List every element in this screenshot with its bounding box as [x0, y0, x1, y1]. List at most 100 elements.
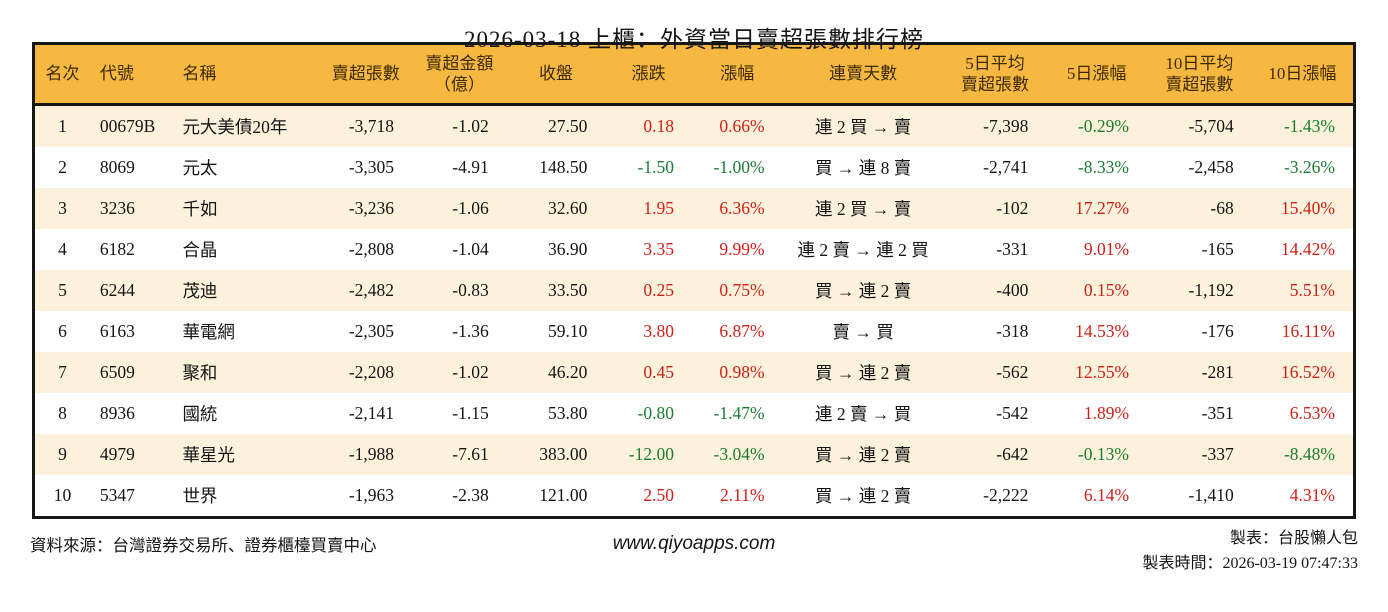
sell-volume-cell: -1,963: [348, 485, 395, 505]
avg10-cell: -1,192: [1188, 280, 1234, 300]
avg10-cell: -176: [1201, 321, 1234, 341]
change-cell: 2.50: [643, 485, 674, 505]
sell-amount-cell: -2.38: [452, 485, 489, 505]
ranking-table: 名次 代號 名稱 賣超張數 賣超金額 （億） 收盤 漲跌 漲幅 連賣天數 5日平…: [32, 42, 1356, 519]
table-row: 6 6163 華電網 -2,305 -1.36 59.10 3.80 6.87% 賣 → 買 -3…: [33, 311, 1355, 352]
sell-amount-cell: -1.06: [452, 198, 489, 218]
streak-cell: 連 2 賣 → 買: [814, 404, 912, 424]
change-pct-cell: 0.75%: [719, 280, 765, 300]
change-cell: 3.80: [643, 321, 674, 341]
header-sell-amount: 賣超金額 （億）: [412, 43, 507, 106]
streak-cell: 買 → 連 2 賣: [814, 363, 912, 383]
change-cell: -1.50: [637, 157, 674, 177]
avg5-cell: -7,398: [983, 116, 1029, 136]
code-cell: 6509: [99, 362, 135, 382]
header-sell-volume: 賣超張數: [319, 43, 413, 106]
rank-cell: 5: [58, 280, 67, 300]
close-price-cell: 46.20: [548, 362, 588, 382]
pct10-cell: -3.26%: [1283, 157, 1335, 177]
change-pct-cell: 6.36%: [719, 198, 765, 218]
close-price-cell: 383.00: [539, 444, 588, 464]
pct10-cell: 6.53%: [1289, 403, 1335, 423]
change-cell: 0.25: [643, 280, 674, 300]
rank-cell: 6: [58, 321, 67, 341]
header-streak: 連賣天數: [782, 43, 944, 106]
code-cell: 8936: [99, 403, 135, 423]
pct10-cell: 5.51%: [1289, 280, 1335, 300]
streak-cell: 連 2 買 → 賣: [814, 117, 912, 137]
streak-cell: 買 → 連 8 賣: [814, 158, 912, 178]
code-cell: 8069: [99, 157, 135, 177]
change-cell: -12.00: [628, 444, 674, 464]
sell-amount-cell: -1.02: [452, 116, 489, 136]
avg10-cell: -5,704: [1188, 116, 1234, 136]
pct10-cell: 16.11%: [1281, 321, 1335, 341]
rank-cell: 3: [58, 198, 67, 218]
name-cell: 世界: [182, 486, 218, 506]
avg5-cell: -400: [996, 280, 1029, 300]
header-name: 名稱: [172, 43, 320, 106]
sell-volume-cell: -1,988: [348, 444, 395, 464]
pct5-cell: 17.27%: [1075, 198, 1130, 218]
name-cell: 合晶: [182, 240, 218, 260]
rank-cell: 9: [58, 444, 67, 464]
sell-amount-cell: -0.83: [452, 280, 489, 300]
table-row: 1 00679B 元大美債20年 -3,718 -1.02 27.50 0.18 0.66% 連…: [33, 104, 1355, 147]
pct10-cell: -1.43%: [1283, 116, 1335, 136]
sell-amount-cell: -4.91: [452, 157, 489, 177]
sell-volume-cell: -3,305: [348, 157, 395, 177]
sell-amount-cell: -7.61: [452, 444, 489, 464]
sell-amount-cell: -1.15: [452, 403, 489, 423]
header-avg5: 5日平均 賣超張數: [943, 43, 1047, 106]
pct10-cell: 4.31%: [1289, 485, 1335, 505]
change-pct-cell: -1.00%: [713, 157, 765, 177]
name-cell: 聚和: [182, 363, 218, 383]
avg5-cell: -562: [996, 362, 1029, 382]
header-code: 代號: [89, 43, 173, 106]
name-cell: 茂迪: [182, 281, 218, 301]
name-cell: 國統: [182, 404, 218, 424]
sell-volume-cell: -2,482: [348, 280, 395, 300]
streak-cell: 買 → 連 2 賣: [814, 486, 912, 506]
code-cell: 5347: [99, 485, 135, 505]
rank-cell: 1: [58, 116, 67, 136]
pct5-cell: 6.14%: [1083, 485, 1130, 505]
pct5-cell: -0.13%: [1077, 444, 1130, 464]
streak-cell: 買 → 連 2 賣: [814, 445, 912, 465]
code-cell: 00679B: [99, 116, 156, 136]
generated-time: 製表時間：2026-03-19 07:47:33: [1142, 554, 1358, 572]
change-pct-cell: 9.99%: [719, 239, 765, 259]
sell-volume-cell: -2,808: [348, 239, 395, 259]
avg10-cell: -68: [1210, 198, 1234, 218]
streak-cell: 賣 → 買: [832, 322, 894, 342]
rank-cell: 2: [58, 157, 67, 177]
header-pct5: 5日漲幅: [1046, 43, 1148, 106]
avg10-cell: -337: [1201, 444, 1234, 464]
pct10-cell: 14.42%: [1281, 239, 1335, 259]
close-price-cell: 121.00: [539, 485, 588, 505]
code-cell: 4979: [99, 444, 135, 464]
close-price-cell: 27.50: [548, 116, 588, 136]
pct10-cell: 15.40%: [1281, 198, 1335, 218]
author: 製表：台股懶人包: [1229, 530, 1358, 547]
streak-cell: 買 → 連 2 賣: [814, 281, 912, 301]
change-cell: 0.18: [643, 116, 674, 136]
sell-amount-cell: -1.04: [452, 239, 489, 259]
table-header-row: 名次 代號 名稱 賣超張數 賣超金額 （億） 收盤 漲跌 漲幅 連賣天數 5日平…: [33, 43, 1355, 106]
avg5-cell: -2,222: [983, 485, 1029, 505]
name-cell: 元大美債20年: [182, 117, 288, 137]
close-price-cell: 53.80: [548, 403, 588, 423]
pct5-cell: 12.55%: [1075, 362, 1130, 382]
name-cell: 元太: [182, 158, 218, 178]
pct5-cell: 1.89%: [1083, 403, 1130, 423]
sell-amount-cell: -1.02: [452, 362, 489, 382]
change-cell: 0.45: [643, 362, 674, 382]
close-price-cell: 59.10: [548, 321, 588, 341]
website: www.qiyoapps.com: [612, 533, 776, 554]
avg5-cell: -542: [996, 403, 1029, 423]
name-cell: 千如: [182, 199, 218, 219]
sell-volume-cell: -3,236: [348, 198, 395, 218]
pct5-cell: 9.01%: [1083, 239, 1130, 259]
header-avg10: 10日平均 賣超張數: [1147, 43, 1252, 106]
sell-volume-cell: -3,718: [348, 116, 395, 136]
